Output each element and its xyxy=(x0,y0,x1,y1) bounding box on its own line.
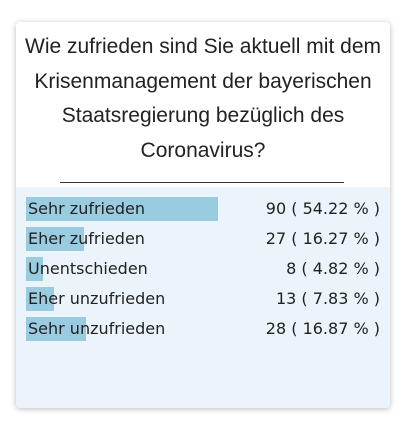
result-row: Unentschieden 8 ( 4.82 % ) xyxy=(26,257,380,281)
result-bar xyxy=(26,257,44,281)
result-row: Eher unzufrieden 13 ( 7.83 % ) xyxy=(26,287,380,311)
result-label: Sehr unzufrieden xyxy=(28,319,166,338)
result-row: Eher zufrieden 27 ( 16.27 % ) xyxy=(26,227,380,251)
result-label: Eher zufrieden xyxy=(28,229,145,248)
poll-question: Wie zufrieden sind Sie aktuell mit dem K… xyxy=(25,35,381,162)
result-bar xyxy=(26,317,86,341)
poll-card: Wie zufrieden sind Sie aktuell mit dem K… xyxy=(16,22,390,408)
result-bar xyxy=(26,197,218,221)
result-value: 90 ( 54.22 % ) xyxy=(265,199,380,218)
result-bar xyxy=(26,287,54,311)
result-row: Sehr unzufrieden 28 ( 16.87 % ) xyxy=(26,317,380,341)
result-value: 28 ( 16.87 % ) xyxy=(265,319,380,338)
result-row: Sehr zufrieden 90 ( 54.22 % ) xyxy=(26,197,380,221)
result-label: Sehr zufrieden xyxy=(28,199,145,218)
result-value: 8 ( 4.82 % ) xyxy=(286,259,380,278)
result-label: Unentschieden xyxy=(28,259,148,278)
result-bar xyxy=(26,227,84,251)
poll-results: Sehr zufrieden 90 ( 54.22 % ) Eher zufri… xyxy=(16,187,390,408)
result-value: 13 ( 7.83 % ) xyxy=(275,289,380,308)
result-label: Eher unzufrieden xyxy=(28,289,166,308)
result-value: 27 ( 16.27 % ) xyxy=(265,229,380,248)
question-divider xyxy=(60,182,344,183)
